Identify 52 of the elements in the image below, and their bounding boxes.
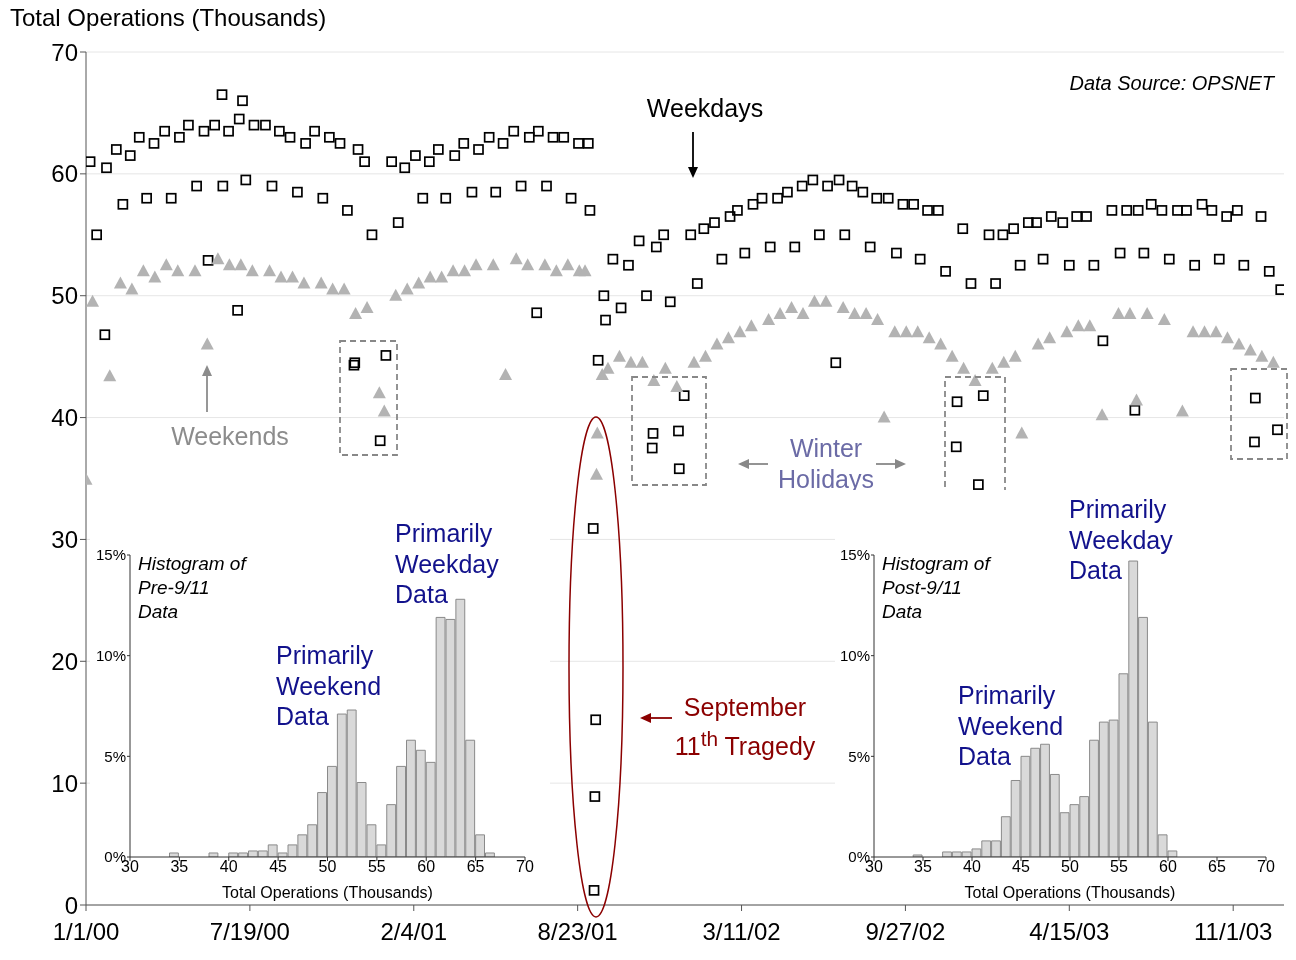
annotation: Weekends bbox=[171, 421, 289, 452]
y-tick-label: 10% bbox=[95, 646, 126, 664]
y-tick-label: 5% bbox=[104, 747, 126, 765]
y-tick-label: 50 bbox=[51, 282, 78, 310]
x-tick-label: 4/15/03 bbox=[1029, 918, 1110, 946]
annotation: Primarily Weekend Data bbox=[958, 680, 1064, 772]
x-tick-label: 70 bbox=[516, 858, 534, 876]
text: Histogram of Pre-9/11 Data bbox=[138, 552, 246, 624]
x-tick-label: 35 bbox=[914, 858, 932, 876]
y-tick-label: 40 bbox=[51, 404, 78, 432]
x-tick-label: 50 bbox=[1061, 858, 1079, 876]
x-tick-label: 1/1/00 bbox=[52, 918, 120, 946]
annotation: Data Source: OPSNET bbox=[1069, 72, 1274, 95]
x-tick-label: 70 bbox=[1257, 858, 1275, 876]
x-tick-label: 65 bbox=[466, 858, 485, 876]
x-tick-label: 55 bbox=[367, 858, 386, 876]
y-tick-label: 30 bbox=[51, 525, 78, 553]
text: Histogram of Post-9/11 Data bbox=[882, 552, 990, 624]
x-tick-label: 50 bbox=[318, 858, 337, 876]
y-tick-label: 20 bbox=[51, 647, 78, 675]
x-tick-label: 45 bbox=[1012, 858, 1030, 876]
x-tick-label: 55 bbox=[1110, 858, 1128, 876]
y-tick-label: 15% bbox=[839, 546, 870, 564]
x-tick-label: 3/11/02 bbox=[702, 918, 781, 946]
y-tick-label: 10 bbox=[51, 769, 78, 797]
x-tick-label: 40 bbox=[219, 858, 238, 876]
y-tick-label: 60 bbox=[51, 160, 78, 188]
x-tick-label: 60 bbox=[1159, 858, 1177, 876]
annotation: Winter Holidays bbox=[778, 433, 874, 495]
x-tick-label: 35 bbox=[170, 858, 189, 876]
annotation: Primarily Weekday Data bbox=[395, 518, 499, 610]
x-tick-label: 40 bbox=[963, 858, 981, 876]
annotation: Primarily Weekend Data bbox=[276, 640, 382, 732]
x-axis-title: Total Operations (Thousands) bbox=[964, 884, 1176, 901]
y-axis-title: Total Operations (Thousands) bbox=[10, 4, 327, 32]
y-tick-label: 0 bbox=[64, 891, 78, 919]
y-tick-label: 10% bbox=[839, 646, 870, 664]
annotation: Primarily Weekday Data bbox=[1069, 494, 1173, 586]
x-tick-label: 45 bbox=[269, 858, 288, 876]
x-tick-label: 11/1/03 bbox=[1194, 918, 1273, 946]
y-tick-label: 15% bbox=[95, 546, 126, 564]
x-tick-label: 8/23/01 bbox=[537, 918, 618, 946]
x-tick-label: 7/19/00 bbox=[209, 918, 290, 946]
x-tick-label: 60 bbox=[417, 858, 436, 876]
y-tick-label: 5% bbox=[848, 747, 870, 765]
annotation: September 11$^{th}$ Tragedy bbox=[674, 692, 816, 763]
x-tick-label: 65 bbox=[1208, 858, 1226, 876]
x-tick-label: 9/27/02 bbox=[865, 918, 946, 946]
x-axis-title: Total Operations (Thousands) bbox=[222, 884, 433, 901]
x-tick-label: 2/4/01 bbox=[380, 918, 448, 946]
y-tick-label: 70 bbox=[51, 38, 78, 66]
annotation: Weekdays bbox=[646, 93, 764, 124]
